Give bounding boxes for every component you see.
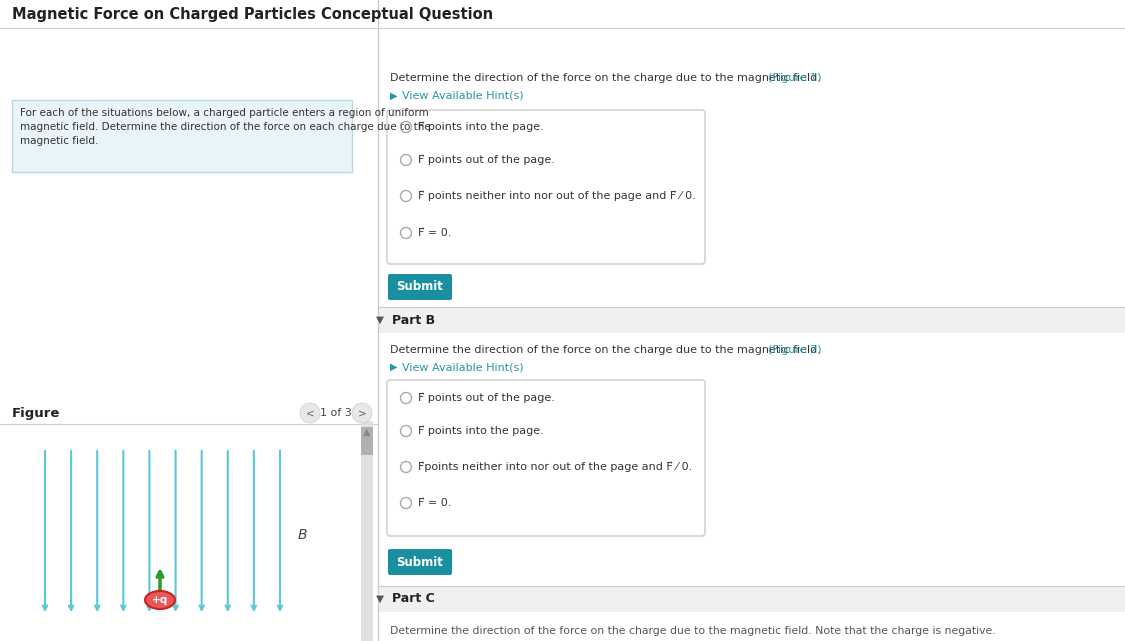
Text: View Available Hint(s): View Available Hint(s) [402, 362, 523, 372]
Text: ▼: ▼ [376, 315, 384, 325]
Text: F⃗ points out of the page.: F⃗ points out of the page. [418, 154, 555, 165]
Text: F⃗ points neither into nor out of the page and F⃗ ⁄ 0.: F⃗ points neither into nor out of the pa… [418, 191, 695, 201]
FancyBboxPatch shape [388, 549, 452, 575]
FancyBboxPatch shape [387, 110, 705, 264]
Text: +q: +q [152, 595, 168, 605]
Text: ▶: ▶ [390, 91, 397, 101]
Bar [361, 421, 374, 641]
Text: Determine the direction of the force on the charge due to the magnetic field.: Determine the direction of the force on … [390, 345, 825, 355]
Text: (Figure 2): (Figure 2) [768, 345, 821, 355]
Text: ▶: ▶ [390, 362, 397, 372]
Text: F⃗ points into the page.: F⃗ points into the page. [418, 122, 543, 132]
Text: Determine the direction of the force on the charge due to the magnetic field.: Determine the direction of the force on … [390, 73, 825, 83]
Bar [361, 427, 374, 455]
Text: Part C: Part C [392, 592, 434, 606]
FancyBboxPatch shape [387, 380, 705, 536]
Text: magnetic field. Determine the direction of the force on each charge due to the: magnetic field. Determine the direction … [20, 122, 431, 132]
Text: Magnetic Force on Charged Particles Conceptual Question: Magnetic Force on Charged Particles Conc… [12, 6, 493, 22]
Ellipse shape [145, 591, 176, 609]
Text: 1 of 3: 1 of 3 [321, 408, 352, 418]
Text: <: < [306, 408, 314, 418]
Text: F⃗ points into the page.: F⃗ points into the page. [418, 426, 543, 437]
Bar [379, 307, 1125, 333]
Text: F⃗ = 0.: F⃗ = 0. [418, 498, 451, 508]
Text: Submit: Submit [397, 281, 443, 294]
Bar [379, 334, 1125, 620]
Text: View Available Hint(s): View Available Hint(s) [402, 91, 523, 101]
Text: F⃗ points out of the page.: F⃗ points out of the page. [418, 393, 555, 403]
Bar [379, 586, 1125, 612]
Text: >: > [358, 408, 367, 418]
Text: F⃗ = 0.: F⃗ = 0. [418, 228, 451, 238]
Circle shape [300, 403, 319, 423]
FancyBboxPatch shape [388, 274, 452, 300]
Text: Figure: Figure [12, 406, 61, 419]
Bar [12, 100, 352, 172]
Text: For each of the situations below, a charged particle enters a region of uniform: For each of the situations below, a char… [20, 108, 429, 118]
Circle shape [352, 403, 372, 423]
Text: Part B: Part B [392, 313, 435, 326]
Text: magnetic field.: magnetic field. [20, 136, 98, 146]
Bar [379, 0, 1125, 310]
Text: B: B [298, 528, 307, 542]
Text: Submit: Submit [397, 556, 443, 569]
Text: Determine the direction of the force on the charge due to the magnetic field. No: Determine the direction of the force on … [390, 626, 996, 636]
Text: (Figure 1): (Figure 1) [768, 73, 821, 83]
Text: ▲: ▲ [363, 427, 371, 437]
Text: ▼: ▼ [376, 594, 384, 604]
Text: F⃗points neither into nor out of the page and F⃗ ⁄ 0.: F⃗points neither into nor out of the pag… [418, 462, 692, 472]
